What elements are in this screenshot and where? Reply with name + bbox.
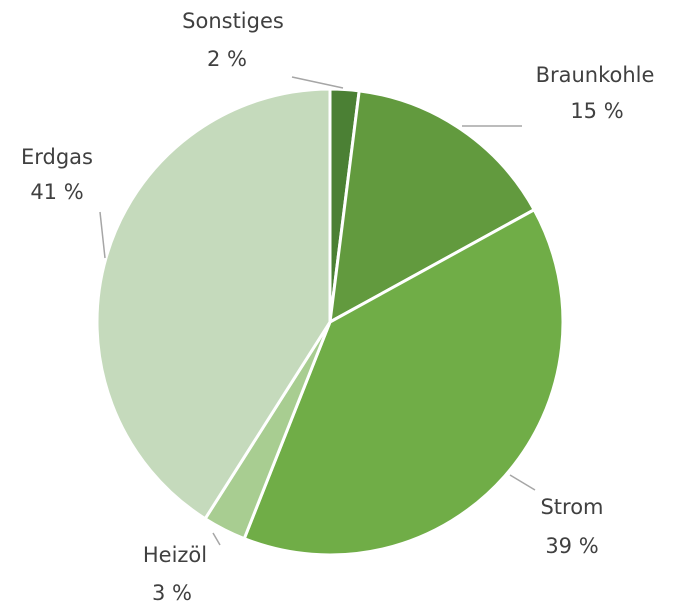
slice-value-label: 39 % [545, 534, 598, 558]
pie-slice [328, 89, 536, 324]
slice-label: Sonstiges [182, 9, 284, 33]
slice-value-label: 15 % [570, 99, 623, 123]
slice-value-label: 2 % [207, 47, 247, 71]
leader-line [212, 532, 221, 546]
slice-value-label: 41 % [30, 180, 83, 204]
leader-line [291, 76, 344, 89]
slice-label: Heizöl [143, 543, 207, 567]
slice-label: Erdgas [21, 145, 93, 169]
leader-line [99, 211, 106, 259]
pie-slice [242, 208, 565, 557]
leader-line [509, 474, 536, 491]
slice-label: Braunkohle [536, 63, 655, 87]
slice-label: Strom [540, 495, 603, 519]
pie-slice [95, 87, 332, 521]
slice-value-label: 3 % [152, 581, 192, 605]
